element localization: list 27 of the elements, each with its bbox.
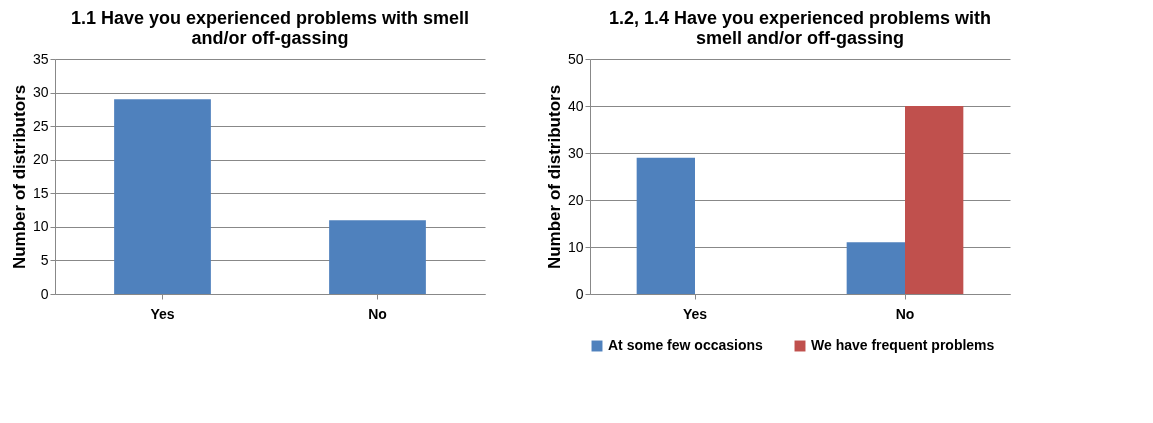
y-tick-label: 30 — [32, 84, 49, 101]
y-tick-label: 5 — [40, 251, 49, 268]
legend-label: We have frequent problems — [811, 337, 995, 353]
bar — [636, 157, 695, 294]
y-tick-label: 15 — [32, 184, 49, 201]
y-tick-label: 0 — [40, 285, 49, 302]
y-tick-label: 20 — [32, 151, 49, 168]
bar — [905, 106, 964, 294]
y-tick-label: 50 — [567, 50, 584, 67]
y-tick-label: 10 — [32, 218, 49, 235]
y-tick-label: 30 — [567, 144, 584, 161]
y-tick-label: 20 — [567, 191, 584, 208]
chart-title: 1.1 Have you experienced problems with smell and/or off-gassing — [70, 8, 470, 48]
x-tick-label: No — [368, 305, 387, 322]
x-tick-label: No — [895, 305, 915, 322]
y-axis-title: Number of distributors — [544, 84, 564, 270]
y-tick-label: 25 — [32, 117, 49, 134]
x-tick-label: Yes — [150, 305, 175, 322]
y-axis-title: Number of distributors — [9, 84, 29, 270]
x-tick-label: Yes — [682, 305, 708, 322]
y-tick-label: 0 — [575, 285, 584, 302]
y-tick-label: 35 — [32, 50, 49, 67]
chart-title: 1.2, 1.4 Have you experienced problems with smell and/or off-gassing — [608, 8, 992, 48]
legend-label: At some few occasions — [608, 337, 764, 353]
y-tick-label: 10 — [567, 238, 584, 255]
bar — [846, 242, 905, 294]
y-tick-label: 40 — [567, 97, 584, 114]
